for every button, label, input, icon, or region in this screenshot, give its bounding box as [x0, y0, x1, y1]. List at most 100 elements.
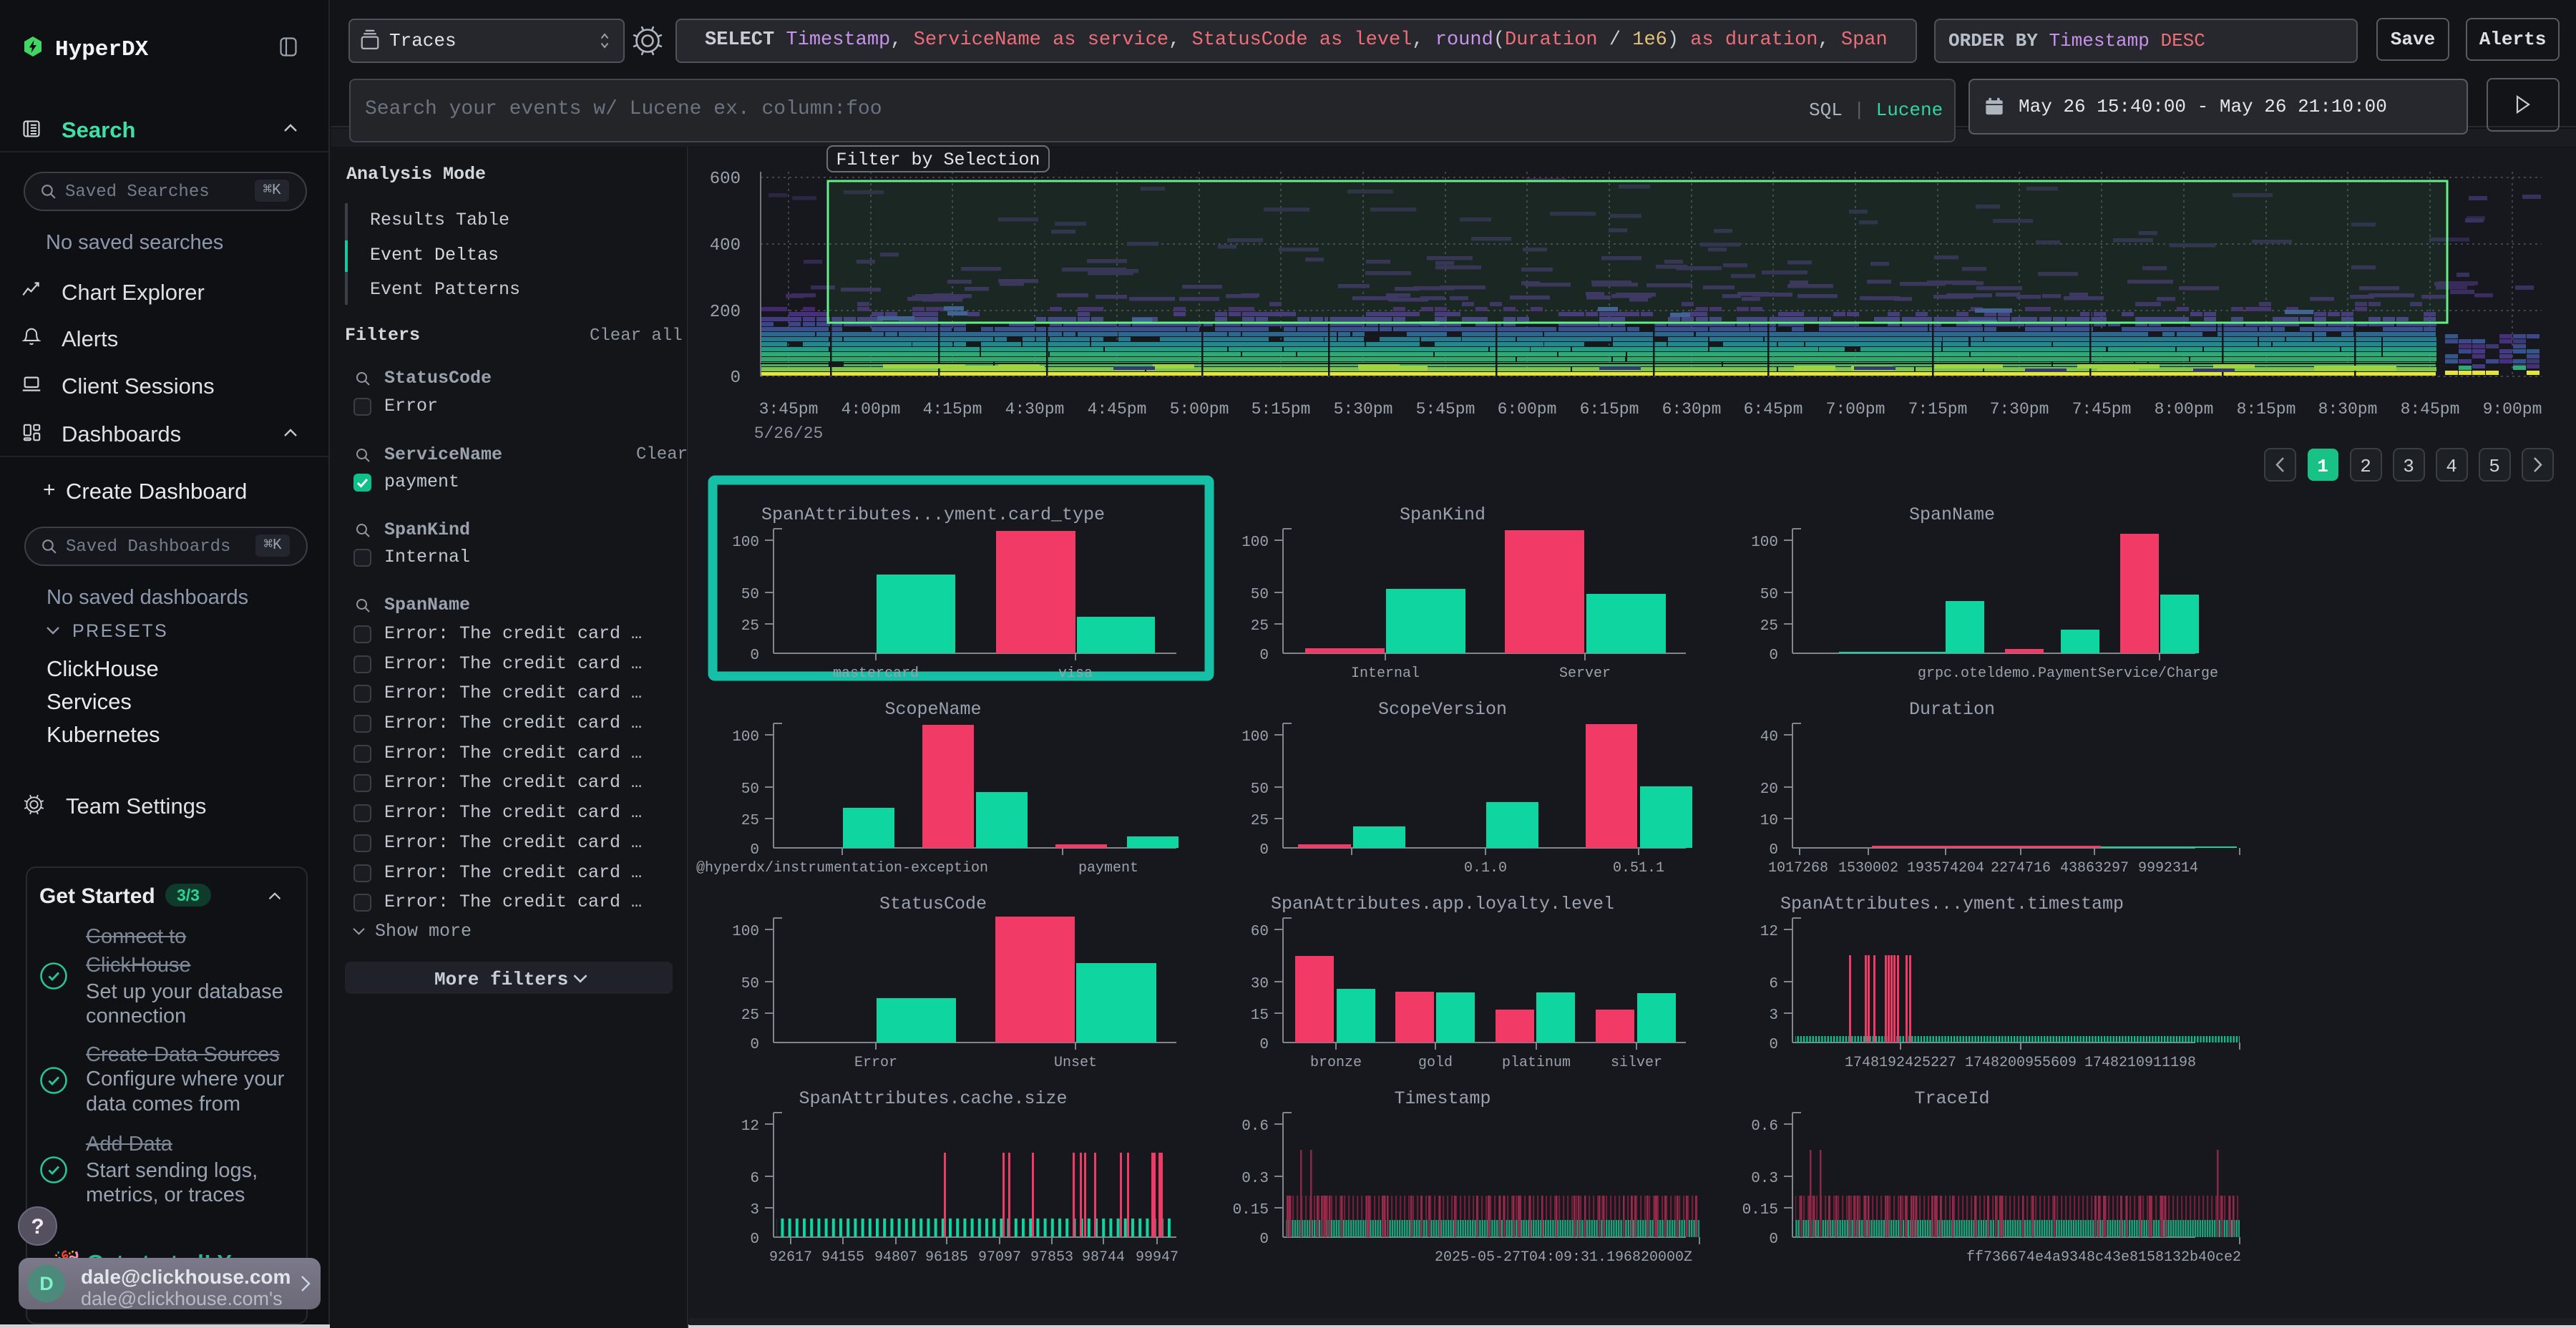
svg-text:200: 200 — [710, 303, 741, 322]
svg-text:1748210911198: 1748210911198 — [2084, 1055, 2196, 1071]
svg-text:30: 30 — [1251, 976, 1269, 992]
svg-text:SpanAttributes.cache.size: SpanAttributes.cache.size — [799, 1088, 1067, 1109]
svg-text:100: 100 — [732, 924, 759, 940]
svg-text:0: 0 — [1259, 1037, 1269, 1053]
svg-text:SpanName: SpanName — [1909, 504, 1995, 525]
svg-text:20: 20 — [1760, 781, 1778, 798]
svg-text:193574204: 193574204 — [1907, 860, 1984, 877]
svg-text:StatusCode: StatusCode — [879, 894, 987, 914]
svg-text:4:00pm: 4:00pm — [841, 400, 901, 419]
svg-text:100: 100 — [1241, 729, 1269, 746]
svg-text:6: 6 — [750, 1171, 759, 1187]
svg-text:0: 0 — [1259, 648, 1269, 664]
svg-text:25: 25 — [1251, 618, 1269, 635]
svg-text:@hyperdx/instrumentation-excep: @hyperdx/instrumentation-exception — [696, 860, 988, 877]
svg-text:4:45pm: 4:45pm — [1088, 400, 1147, 419]
svg-text:TraceId: TraceId — [1914, 1088, 1989, 1109]
svg-text:ScopeName: ScopeName — [884, 699, 981, 720]
svg-text:0.15: 0.15 — [1233, 1202, 1269, 1219]
svg-text:2025-05-27T04:09:31.196820000Z: 2025-05-27T04:09:31.196820000Z — [1435, 1249, 1692, 1266]
svg-text:97853: 97853 — [1030, 1249, 1073, 1266]
svg-text:visa: visa — [1058, 665, 1093, 682]
svg-text:0: 0 — [1769, 648, 1778, 664]
svg-text:50: 50 — [741, 976, 759, 992]
svg-text:0.1.0: 0.1.0 — [1464, 860, 1507, 877]
svg-text:gold: gold — [1418, 1055, 1453, 1071]
svg-text:400: 400 — [710, 236, 741, 255]
svg-text:mastercard: mastercard — [833, 665, 919, 682]
svg-text:25: 25 — [1760, 618, 1778, 635]
svg-text:0: 0 — [750, 842, 759, 859]
svg-text:1748200955609: 1748200955609 — [1965, 1055, 2077, 1071]
svg-text:Duration: Duration — [1909, 699, 1995, 720]
svg-text:0: 0 — [731, 368, 741, 388]
svg-text:600: 600 — [710, 170, 741, 189]
svg-text:60: 60 — [1251, 924, 1269, 940]
svg-text:Server: Server — [1559, 665, 1611, 682]
svg-text:8:45pm: 8:45pm — [2401, 400, 2460, 419]
svg-text:25: 25 — [741, 618, 759, 635]
svg-text:9:00pm: 9:00pm — [2483, 400, 2542, 419]
svg-text:25: 25 — [741, 1007, 759, 1024]
svg-text:0.6: 0.6 — [1751, 1118, 1778, 1135]
svg-text:3: 3 — [1769, 1007, 1778, 1024]
svg-text:94807: 94807 — [874, 1249, 917, 1266]
svg-text:0: 0 — [750, 1231, 759, 1248]
svg-text:97097: 97097 — [978, 1249, 1021, 1266]
svg-text:6:00pm: 6:00pm — [1498, 400, 1557, 419]
svg-text:0: 0 — [1769, 1231, 1778, 1248]
svg-text:98744: 98744 — [1082, 1249, 1125, 1266]
svg-text:Unset: Unset — [1054, 1055, 1097, 1071]
svg-text:5/26/25: 5/26/25 — [754, 424, 824, 443]
svg-text:7:30pm: 7:30pm — [1990, 400, 2049, 419]
svg-text:0: 0 — [1769, 842, 1778, 859]
svg-text:100: 100 — [732, 534, 759, 551]
svg-text:50: 50 — [1251, 587, 1269, 603]
svg-text:0.3: 0.3 — [1241, 1171, 1269, 1187]
svg-text:6:15pm: 6:15pm — [1580, 400, 1639, 419]
svg-text:0.6: 0.6 — [1241, 1118, 1269, 1135]
svg-text:5:30pm: 5:30pm — [1334, 400, 1393, 419]
svg-text:payment: payment — [1078, 860, 1138, 877]
svg-text:8:00pm: 8:00pm — [2155, 400, 2214, 419]
svg-text:4:30pm: 4:30pm — [1005, 400, 1065, 419]
svg-text:Filter by Selection: Filter by Selection — [836, 150, 1040, 170]
svg-text:100: 100 — [1241, 534, 1269, 551]
svg-text:3:45pm: 3:45pm — [759, 400, 819, 419]
svg-text:9992314: 9992314 — [2138, 860, 2198, 877]
svg-text:3: 3 — [2403, 456, 2414, 477]
svg-text:4:15pm: 4:15pm — [923, 400, 982, 419]
svg-text:5: 5 — [2489, 456, 2500, 477]
svg-text:7:45pm: 7:45pm — [2072, 400, 2132, 419]
svg-text:25: 25 — [741, 813, 759, 829]
svg-text:0: 0 — [750, 1037, 759, 1053]
svg-text:50: 50 — [1251, 781, 1269, 798]
svg-text:15: 15 — [1251, 1007, 1269, 1024]
svg-text:2: 2 — [2360, 456, 2371, 477]
svg-text:12: 12 — [1760, 924, 1778, 940]
svg-text:5:00pm: 5:00pm — [1170, 400, 1229, 419]
svg-text:1530002: 1530002 — [1838, 860, 1898, 877]
svg-text:10: 10 — [1760, 813, 1778, 829]
svg-text:platinum: platinum — [1502, 1055, 1571, 1071]
svg-text:12: 12 — [741, 1118, 759, 1135]
svg-text:SpanKind: SpanKind — [1400, 504, 1485, 525]
svg-text:100: 100 — [1751, 534, 1778, 551]
svg-text:1748192425227: 1748192425227 — [1845, 1055, 1956, 1071]
svg-text:8:30pm: 8:30pm — [2318, 400, 2378, 419]
svg-text:8:15pm: 8:15pm — [2237, 400, 2296, 419]
svg-text:1: 1 — [2317, 456, 2328, 477]
svg-text:6:30pm: 6:30pm — [1662, 400, 1722, 419]
svg-text:grpc.oteldemo.PaymentService/C: grpc.oteldemo.PaymentService/Charge — [1918, 665, 2218, 682]
svg-text:4: 4 — [2446, 456, 2457, 477]
svg-text:96185: 96185 — [925, 1249, 968, 1266]
svg-text:0: 0 — [750, 648, 759, 664]
svg-text:ScopeVersion: ScopeVersion — [1378, 699, 1507, 720]
svg-text:0.15: 0.15 — [1742, 1202, 1778, 1219]
svg-text:99947: 99947 — [1136, 1249, 1179, 1266]
svg-text:6:45pm: 6:45pm — [1744, 400, 1803, 419]
svg-text:Error: Error — [854, 1055, 897, 1071]
svg-text:SpanAttributes...yment.timesta: SpanAttributes...yment.timestamp — [1780, 894, 2124, 914]
svg-text:7:00pm: 7:00pm — [1826, 400, 1885, 419]
svg-text:40: 40 — [1760, 729, 1778, 746]
